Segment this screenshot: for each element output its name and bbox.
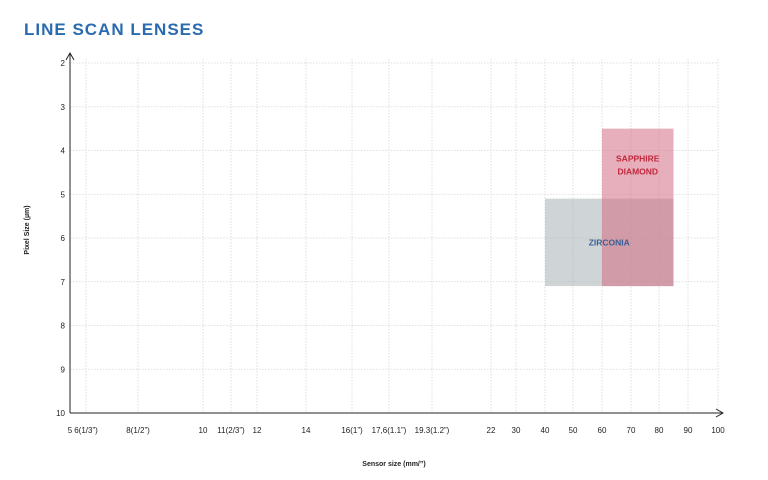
x-tick-label: 10 [199, 426, 208, 435]
y-tick-label: 5 [61, 190, 66, 199]
region-label-sapphire-diamond-line: SAPPHIRE [616, 154, 660, 164]
x-tick-label: 19.3(1.2”) [415, 426, 450, 435]
x-tick-label: 8(1/2”) [126, 426, 150, 435]
x-tick-label: 11(2/3”) [217, 426, 245, 435]
x-tick-label: 60 [598, 426, 607, 435]
y-tick-label: 2 [61, 59, 66, 68]
x-tick-label: 22 [487, 426, 496, 435]
y-tick-label: 6 [61, 234, 66, 243]
x-tick-label: 12 [253, 426, 262, 435]
y-tick-label: 3 [61, 103, 66, 112]
regions [545, 128, 674, 287]
x-tick-label: 30 [512, 426, 521, 435]
x-axis-arrow-icon [715, 408, 725, 418]
x-tick-label: 50 [569, 426, 578, 435]
axes [65, 51, 725, 418]
region-label-zirconia: ZIRCONIA [589, 237, 630, 247]
x-tick-label: 6(1/3”) [74, 426, 98, 435]
region-sapphire-diamond [602, 128, 674, 287]
chart-title: LINE SCAN LENSES [24, 20, 205, 39]
x-tick-label: 90 [684, 426, 693, 435]
x-tick-label: 70 [627, 426, 636, 435]
x-tick-label: 16(1”) [341, 426, 363, 435]
y-tick-label: 4 [61, 147, 66, 156]
region-label-sapphire-diamond-line: DIAMOND [617, 167, 658, 177]
y-tick-label: 10 [56, 409, 65, 418]
x-tick-label: 17,6(1.1”) [372, 426, 407, 435]
x-tick-label: 80 [655, 426, 664, 435]
y-tick-label: 7 [61, 278, 66, 287]
x-tick-label: 100 [711, 426, 725, 435]
x-tick-label: 14 [302, 426, 311, 435]
x-tick-label: 40 [541, 426, 550, 435]
y-tick-label: 9 [61, 365, 66, 374]
x-axis-title: Sensor size (mm/”) [362, 461, 425, 468]
y-axis-title: Pixel Size (µm) [24, 205, 31, 254]
x-tick-label: 5 [68, 426, 73, 435]
y-tick-label: 8 [61, 322, 66, 331]
y-axis-arrow-icon [65, 51, 75, 61]
